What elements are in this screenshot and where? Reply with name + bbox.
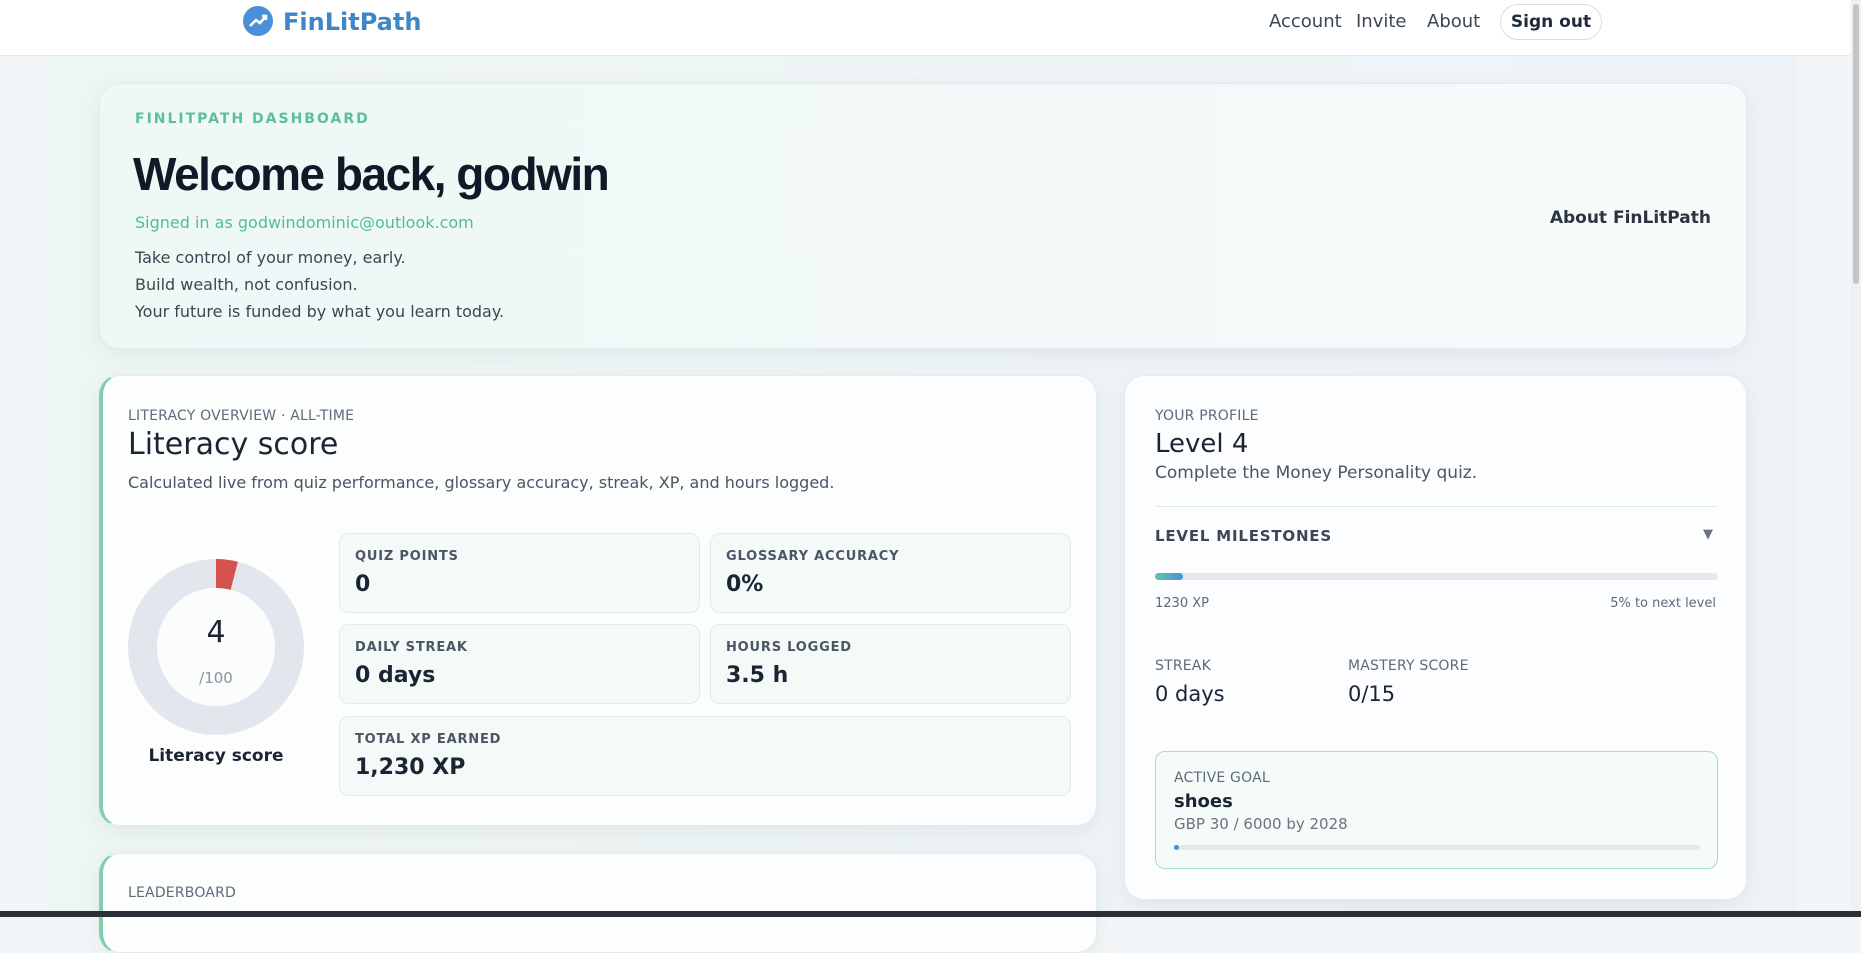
- stat-tile: HOURS LOGGED 3.5 h: [710, 624, 1071, 704]
- tagline: Take control of your money, early.: [135, 248, 406, 267]
- welcome-title: Welcome back, godwin: [133, 148, 610, 200]
- goal-track: [1174, 845, 1700, 850]
- stat-tile: GLOSSARY ACCURACY 0%: [710, 533, 1071, 613]
- goal-name: shoes: [1174, 791, 1233, 812]
- eyebrow: LITERACY OVERVIEW · ALL-TIME: [128, 408, 355, 424]
- nav-link[interactable]: Invite: [1356, 11, 1407, 32]
- leaderboard-card: LEADERBOARD: [99, 853, 1097, 953]
- stat-tile: QUIZ POINTS 0: [339, 533, 700, 613]
- logo-icon: [243, 6, 273, 36]
- nav-link[interactable]: About: [1427, 11, 1481, 32]
- score-scale: /100: [199, 669, 233, 687]
- tagline: Your future is funded by what you learn …: [135, 302, 505, 321]
- donut-caption: Literacy score: [148, 746, 284, 766]
- card-title: Literacy score: [128, 427, 339, 462]
- profile-card: YOUR PROFILE Level 4 Complete the Money …: [1124, 375, 1747, 900]
- stat-label: HOURS LOGGED: [726, 640, 852, 655]
- signed-in: Signed in as godwindominic@outlook.com: [135, 213, 474, 232]
- stat-value: 3.5 h: [726, 663, 789, 688]
- stat-value: 0: [355, 572, 371, 597]
- chevron[interactable]: ▼: [1703, 527, 1713, 542]
- stat-label: MASTERY SCORE: [1348, 658, 1469, 674]
- stat-value: 0/15: [1348, 682, 1396, 706]
- eyebrow: ACTIVE GOAL: [1174, 770, 1270, 786]
- goal-box: ACTIVE GOAL shoes GBP 30 / 6000 by 2028: [1155, 751, 1718, 869]
- progress-track: [1155, 573, 1718, 580]
- about-link[interactable]: About FinLitPath: [1549, 208, 1711, 228]
- window-edge: [0, 911, 1861, 917]
- goal-fill: [1174, 845, 1179, 850]
- score-value: 4: [206, 615, 225, 650]
- stat-label: GLOSSARY ACCURACY: [726, 549, 900, 564]
- stat-value: 0 days: [1155, 682, 1225, 706]
- description: Calculated live from quiz performance, g…: [128, 473, 835, 492]
- stat-tile: DAILY STREAK 0 days: [339, 624, 700, 704]
- eyebrow: FINLITPATH DASHBOARD: [135, 111, 370, 127]
- eyebrow: YOUR PROFILE: [1155, 408, 1259, 424]
- brand[interactable]: FinLitPath: [283, 8, 422, 36]
- top-nav: FinLitPath Account Invite About Sign out: [0, 0, 1850, 56]
- literacy-card: LITERACY OVERVIEW · ALL-TIME Literacy sc…: [99, 375, 1097, 826]
- stat-tile: TOTAL XP EARNED 1,230 XP: [339, 716, 1071, 796]
- progress-fill: [1155, 573, 1184, 580]
- sign-out-button[interactable]: Sign out: [1500, 4, 1602, 40]
- stat-value: 0%: [726, 572, 764, 597]
- goal-detail: GBP 30 / 6000 by 2028: [1174, 815, 1348, 833]
- scrollbar: [1851, 0, 1861, 917]
- progress-label: 5% to next level: [1610, 596, 1716, 611]
- stat-value: 1,230 XP: [355, 755, 466, 780]
- donut-hole: [157, 588, 275, 706]
- nav-link[interactable]: Account: [1269, 11, 1342, 32]
- stat-label: DAILY STREAK: [355, 640, 468, 655]
- divider: [1155, 506, 1718, 507]
- xp-label: 1230 XP: [1155, 596, 1209, 611]
- description: Complete the Money Personality quiz.: [1155, 463, 1478, 483]
- milestones-toggle[interactable]: LEVEL MILESTONES: [1155, 527, 1332, 545]
- score-donut: 4 /100: [128, 559, 304, 735]
- level-title: Level 4: [1155, 429, 1249, 459]
- eyebrow: LEADERBOARD: [128, 885, 236, 901]
- tagline: Build wealth, not confusion.: [135, 275, 358, 294]
- score-arc: [128, 559, 304, 735]
- stat-label: QUIZ POINTS: [355, 549, 459, 564]
- stat-label: STREAK: [1155, 658, 1211, 674]
- hero-card: FINLITPATH DASHBOARD Welcome back, godwi…: [99, 83, 1747, 349]
- stat-label: TOTAL XP EARNED: [355, 732, 502, 747]
- stat-value: 0 days: [355, 663, 436, 688]
